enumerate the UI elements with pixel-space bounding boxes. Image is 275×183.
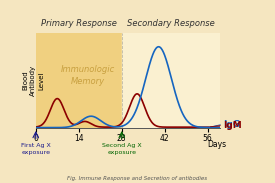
Text: Secondary Response: Secondary Response [127, 19, 215, 28]
Y-axis label: Blood
Antibody
Level: Blood Antibody Level [22, 65, 44, 96]
Text: IgG: IgG [223, 120, 240, 129]
Bar [122, 33, 220, 128]
Text: Fig. Immune Response and Secretion of antibodies: Fig. Immune Response and Secretion of an… [67, 176, 208, 181]
Text: First Ag X
exposure: First Ag X exposure [21, 143, 51, 154]
Text: IgM: IgM [223, 121, 242, 130]
Text: Days: Days [208, 139, 227, 149]
Text: Second Ag X
exposure: Second Ag X exposure [102, 143, 142, 154]
Text: Immunologic
Memory: Immunologic Memory [61, 65, 115, 86]
Text: Primary Response: Primary Response [41, 19, 117, 28]
Bar [36, 33, 122, 128]
